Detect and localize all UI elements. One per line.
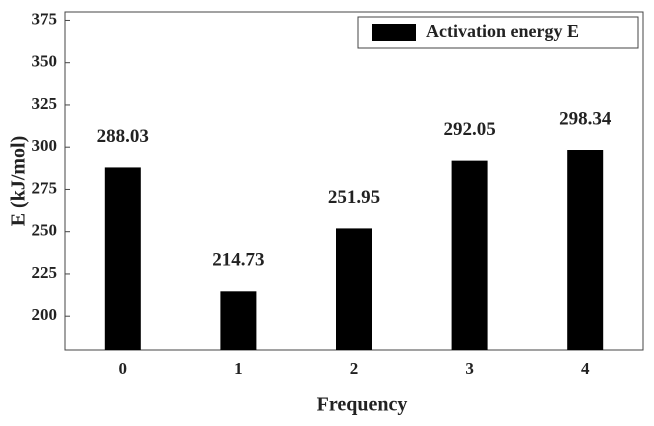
bar	[104, 167, 141, 350]
y-tick-label: 275	[32, 178, 58, 197]
y-axis-label: E (kJ/mol)	[8, 136, 30, 227]
legend-label: Activation energy E	[426, 21, 579, 41]
x-tick-label: 1	[234, 359, 243, 378]
x-axis-label: Frequency	[317, 394, 408, 416]
y-tick-label: 250	[32, 221, 58, 240]
y-tick-label: 325	[32, 94, 58, 113]
bar	[220, 291, 257, 350]
value-label: 251.95	[328, 187, 380, 208]
y-tick-label: 300	[32, 136, 58, 155]
y-tick-label: 375	[32, 9, 58, 28]
x-tick-label: 4	[581, 359, 590, 378]
x-tick-label: 2	[350, 359, 359, 378]
legend-swatch	[372, 24, 416, 41]
y-tick-label: 200	[32, 305, 58, 324]
value-label: 292.05	[443, 119, 495, 140]
y-tick-label: 225	[32, 263, 58, 282]
x-tick-label: 3	[465, 359, 474, 378]
x-tick-label: 0	[119, 359, 128, 378]
value-label: 214.73	[212, 250, 264, 271]
y-tick-label: 350	[32, 52, 58, 71]
value-label: 288.03	[97, 126, 149, 147]
bar	[567, 150, 604, 350]
bar	[451, 160, 488, 350]
bar	[336, 228, 372, 350]
value-label: 298.34	[559, 108, 612, 129]
